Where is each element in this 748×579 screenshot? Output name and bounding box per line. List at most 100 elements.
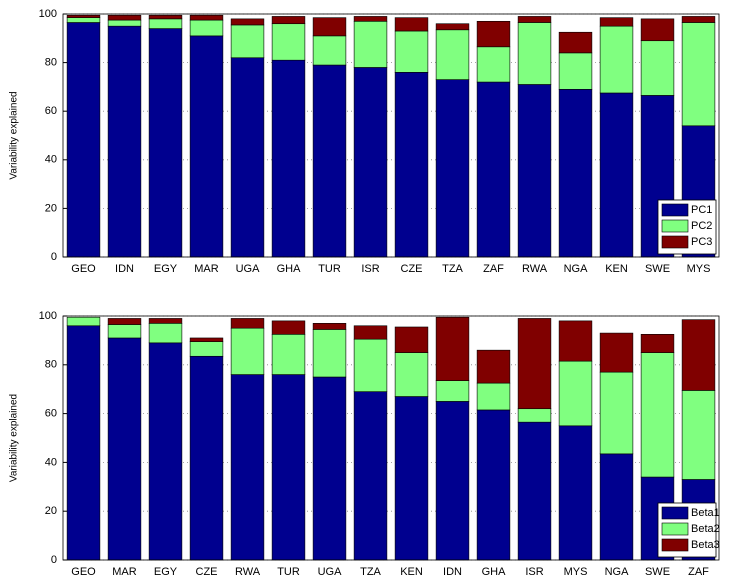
bar-segment (230, 318, 265, 329)
bar-segment (599, 371, 634, 455)
bar-segment (517, 22, 552, 85)
x-tick-label: CZE (196, 566, 218, 578)
bar-segment (353, 338, 388, 392)
bar-segment (394, 396, 429, 561)
bar-segment (189, 35, 224, 258)
y-tick-label: 40 (45, 456, 57, 468)
bar-segment (189, 14, 224, 21)
bar-segment (148, 14, 183, 20)
bar-segment (312, 35, 347, 66)
x-tick-label: MYS (687, 263, 711, 275)
bar-segment (517, 318, 552, 410)
x-tick-label: IDN (443, 566, 462, 578)
y-tick-label: 60 (45, 408, 57, 420)
x-tick-label: NGA (564, 263, 589, 275)
bar-segment (558, 52, 593, 90)
bar-segment (476, 46, 511, 83)
bar-segment (271, 59, 306, 258)
plot-frame (62, 13, 720, 258)
bar-segment (517, 84, 552, 258)
x-tick-label: SWE (645, 566, 670, 578)
bar-segment (66, 325, 101, 561)
bar-segment (599, 453, 634, 561)
bar-segment (353, 20, 388, 68)
bar-segment (435, 380, 470, 402)
bar-segment (517, 421, 552, 561)
legend-label: PC1 (691, 204, 712, 216)
legend-swatch (661, 235, 689, 249)
bar-segment (107, 318, 142, 325)
bar-segment (394, 30, 429, 73)
y-tick-label: 0 (51, 251, 57, 263)
bar-segment (148, 342, 183, 561)
bar-segment (435, 401, 470, 561)
bar-segment (312, 376, 347, 561)
bar-segment (394, 326, 429, 353)
bar-segment (189, 341, 224, 357)
x-tick-label: IDN (115, 263, 134, 275)
bar-segment (107, 324, 142, 339)
x-tick-label: KEN (400, 566, 423, 578)
bar-segment (517, 16, 552, 23)
x-tick-label: TUR (277, 566, 300, 578)
y-tick-label: 80 (45, 359, 57, 371)
y-tick-label: 60 (45, 105, 57, 117)
x-tick-label: MYS (564, 566, 588, 578)
bar-segment (312, 17, 347, 37)
bar-segment (107, 337, 142, 561)
bar-segment (148, 18, 183, 29)
bar-segment (599, 92, 634, 258)
x-tick-label: ISR (525, 566, 543, 578)
bar-segment (271, 23, 306, 61)
bar-segment (435, 29, 470, 80)
bar-segment (558, 360, 593, 427)
x-tick-label: RWA (522, 263, 548, 275)
bar-segment (107, 14, 142, 21)
y-axis-label: Variability explained (9, 91, 20, 179)
legend-label: Beta2 (691, 523, 720, 535)
x-tick-label: TUR (318, 263, 341, 275)
x-tick-label: GEO (71, 566, 96, 578)
bar-segment (66, 14, 101, 18)
bar-segment (66, 17, 101, 23)
bar-segment (435, 316, 470, 381)
legend-label: Beta3 (691, 539, 720, 551)
bar-segment (476, 81, 511, 258)
bar-segment (558, 31, 593, 54)
x-tick-label: UGA (318, 566, 343, 578)
bar-segment (271, 320, 306, 335)
bar-segment (640, 333, 675, 353)
x-tick-label: MAR (112, 566, 137, 578)
bar-segment (312, 323, 347, 330)
bar-segment (558, 425, 593, 561)
x-tick-label: UGA (236, 263, 261, 275)
bar-segment (148, 28, 183, 258)
legend-label: Beta1 (691, 507, 720, 519)
legend-label: PC3 (691, 236, 712, 248)
bar-segment (517, 408, 552, 423)
bar-segment (230, 57, 265, 258)
x-tick-label: TZA (360, 566, 381, 578)
bar-segment (558, 320, 593, 362)
y-axis-label: Variability explained (9, 394, 20, 482)
y-tick-label: 100 (39, 310, 57, 322)
x-tick-label: NGA (605, 566, 630, 578)
bar-segment (435, 23, 470, 31)
bar-segment (476, 20, 511, 48)
legend-swatch (661, 219, 689, 233)
bar-segment (599, 17, 634, 27)
bar-segment (230, 374, 265, 561)
bar-segment (353, 16, 388, 22)
x-tick-label: ZAF (483, 263, 504, 275)
bar-segment (599, 332, 634, 373)
y-tick-label: 20 (45, 202, 57, 214)
bar-segment (148, 318, 183, 324)
y-tick-label: 100 (39, 8, 57, 20)
x-tick-label: EGY (154, 566, 178, 578)
bar-segment (435, 79, 470, 258)
bar-segment (394, 17, 429, 32)
bar-segment (394, 72, 429, 258)
x-tick-label: MAR (194, 263, 219, 275)
